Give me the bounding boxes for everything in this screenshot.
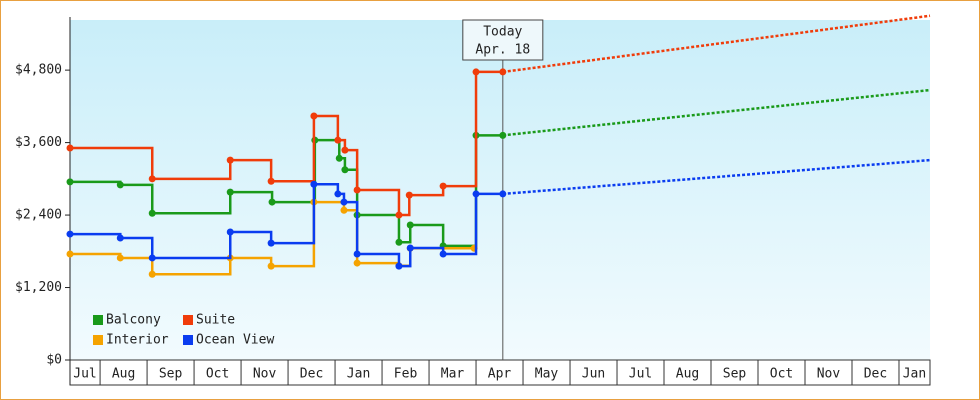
- x-tick-label: Apr: [488, 367, 512, 382]
- legend-swatch: [183, 315, 193, 325]
- x-tick-label: Jan: [347, 367, 370, 382]
- plot-area: [70, 20, 930, 360]
- x-tick-label: Sep: [159, 367, 183, 382]
- x-tick-label: Feb: [394, 367, 418, 382]
- legend-label: Ocean View: [196, 333, 274, 348]
- price-point: [439, 182, 447, 190]
- x-tick-label: Nov: [817, 367, 841, 382]
- price-point: [439, 250, 447, 258]
- price-point: [148, 209, 156, 217]
- price-point: [406, 221, 414, 229]
- price-point: [267, 262, 275, 270]
- price-point: [148, 270, 156, 278]
- price-point: [395, 238, 403, 246]
- x-tick-label: Oct: [770, 367, 793, 382]
- today-label: Today: [483, 25, 522, 40]
- price-point: [148, 175, 156, 183]
- price-point: [148, 254, 156, 262]
- legend-swatch: [93, 315, 103, 325]
- price-point: [353, 250, 361, 258]
- price-point: [66, 250, 74, 258]
- price-point: [406, 244, 414, 252]
- x-tick-label: Aug: [676, 367, 699, 382]
- price-point: [499, 131, 507, 139]
- x-tick-label: Dec: [300, 367, 323, 382]
- x-tick-label: Oct: [206, 367, 229, 382]
- x-tick-label: Dec: [864, 367, 887, 382]
- x-tick-label: Mar: [441, 367, 465, 382]
- price-point: [334, 190, 342, 198]
- legend-label: Interior: [106, 333, 169, 348]
- price-point: [395, 262, 403, 270]
- y-tick-label: $1,200: [15, 280, 62, 295]
- price-point: [335, 154, 343, 162]
- price-point: [66, 144, 74, 152]
- price-point: [116, 234, 124, 242]
- y-tick-label: $2,400: [15, 208, 62, 223]
- price-point: [310, 112, 318, 120]
- price-point: [341, 166, 349, 174]
- x-tick-label: Jun: [582, 367, 605, 382]
- price-point: [341, 146, 349, 154]
- y-tick-label: $3,600: [15, 135, 62, 150]
- price-point: [267, 239, 275, 247]
- price-point: [226, 156, 234, 164]
- x-tick-label: Sep: [723, 367, 747, 382]
- x-tick-label: Aug: [112, 367, 135, 382]
- forecast-line: [502, 158, 931, 196]
- legend-label: Balcony: [106, 313, 161, 328]
- price-point: [334, 136, 342, 144]
- price-point: [116, 181, 124, 189]
- price-point: [66, 230, 74, 238]
- x-tick-label: Jul: [73, 367, 96, 382]
- y-tick-label: $0: [46, 353, 62, 368]
- x-axis-band: [69, 359, 931, 386]
- price-point: [353, 186, 361, 194]
- price-point: [395, 211, 403, 219]
- price-point: [116, 254, 124, 262]
- today-label: Apr. 18: [475, 43, 530, 58]
- price-point: [340, 206, 348, 214]
- price-point: [310, 180, 318, 188]
- x-tick-label: Jul: [629, 367, 652, 382]
- y-tick-label: $4,800: [15, 63, 62, 78]
- price-point: [268, 198, 276, 206]
- price-point: [499, 68, 507, 76]
- price-point: [66, 178, 74, 186]
- price-point: [226, 228, 234, 236]
- today-box: [462, 19, 544, 61]
- x-tick-label: Nov: [253, 367, 277, 382]
- forecast-line: [502, 88, 931, 137]
- price-point: [353, 259, 361, 267]
- price-point: [472, 68, 480, 76]
- legend-swatch: [183, 335, 193, 345]
- price-point: [340, 198, 348, 206]
- x-tick-label: Jan: [903, 367, 926, 382]
- x-tick-label: May: [535, 367, 559, 382]
- price-point: [226, 188, 234, 196]
- forecast-line: [502, 14, 931, 74]
- price-point: [499, 190, 507, 198]
- legend-swatch: [93, 335, 103, 345]
- price-point: [405, 191, 413, 199]
- price-point: [267, 177, 275, 185]
- legend-label: Suite: [196, 313, 235, 328]
- price-point: [472, 190, 480, 198]
